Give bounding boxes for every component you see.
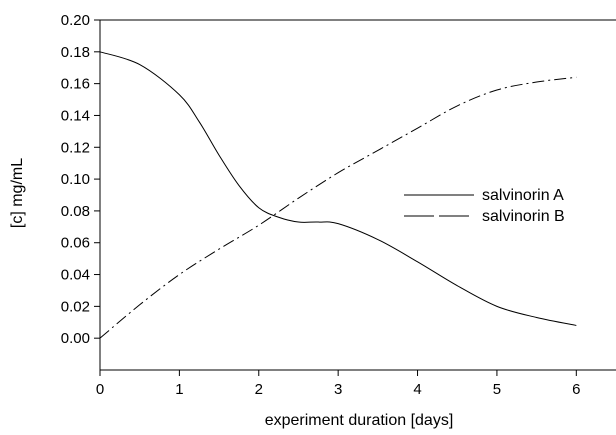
y-tick-label: 0.10 — [61, 171, 90, 188]
x-tick-label: 0 — [96, 381, 104, 398]
series-line-salvinorin-b — [99, 76, 577, 339]
x-tick-label: 2 — [255, 381, 263, 398]
y-tick-label: 0.02 — [61, 298, 90, 315]
y-tick-label: 0.08 — [61, 203, 90, 220]
series — [99, 51, 577, 339]
legend-label-salvinorin-a: salvinorin A — [482, 187, 564, 204]
x-tick-label: 6 — [572, 381, 580, 398]
y-tick-label: 0.06 — [61, 235, 90, 252]
y-tick-label: 0.20 — [61, 12, 90, 29]
series-line-salvinorin-a — [99, 51, 577, 326]
x-tick-label: 4 — [413, 381, 421, 398]
x-tick-label: 3 — [334, 381, 342, 398]
ticks: 0.00 0.02 0.04 0.06 0.08 0.10 0.12 0.14 0.16 0.18… — [61, 12, 581, 398]
legend: salvinorin A salvinorin B — [404, 187, 565, 225]
x-axis-label: experiment duration [days] — [265, 412, 454, 429]
x-tick-label: 1 — [175, 381, 183, 398]
y-tick-label: 0.00 — [61, 330, 90, 347]
y-tick-label: 0.04 — [61, 267, 90, 284]
legend-label-salvinorin-b: salvinorin B — [482, 208, 565, 225]
y-tick-label: 0.14 — [61, 107, 90, 124]
y-tick-label: 0.12 — [61, 139, 90, 156]
y-axis-label: [c] mg/mL — [9, 158, 26, 228]
axes — [99, 19, 616, 371]
y-tick-label: 0.18 — [61, 44, 90, 61]
y-tick-label: 0.16 — [61, 76, 90, 93]
x-tick-label: 5 — [493, 381, 501, 398]
